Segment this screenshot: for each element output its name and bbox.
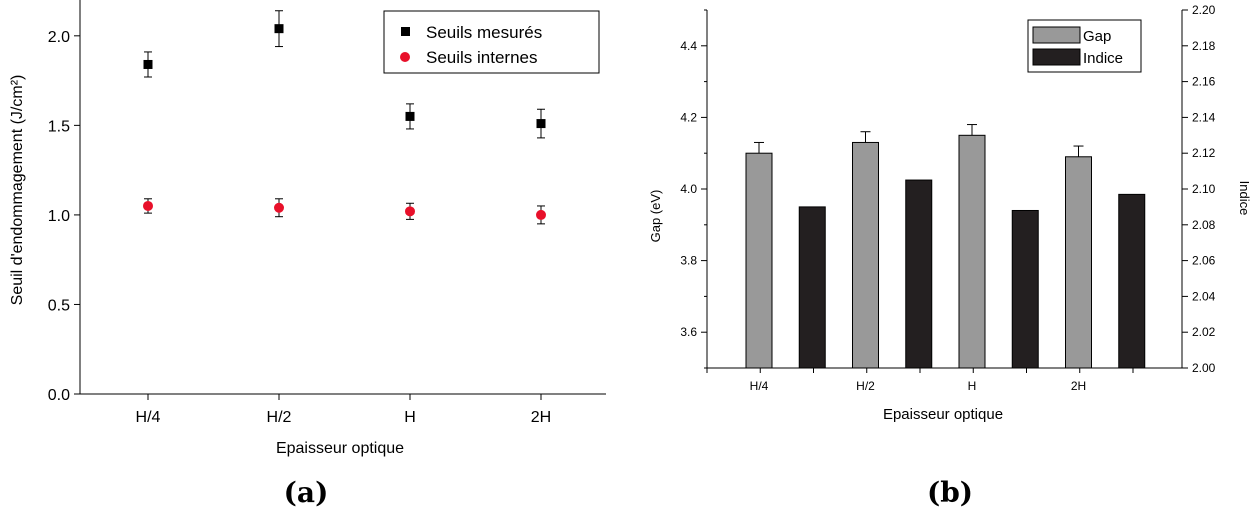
chart-b-y2-axis-label: Indice (1237, 181, 1252, 216)
bar-gap (959, 135, 985, 368)
point-seuils-mesur-s (275, 24, 284, 33)
chart-b: Epaisseur optique Gap (eV) Indice 3.6 3.8… (648, 3, 1252, 423)
chart-b-x-tick-label: 2H (1071, 379, 1086, 393)
point-seuils-internes (405, 206, 415, 216)
caption-a: (a) (284, 476, 329, 509)
chart-b-y2-tick-label: 2.20 (1192, 3, 1216, 17)
chart-a-legend: Seuils mesurés Seuils internes (384, 11, 599, 73)
chart-b-y2-tick-label: 2.12 (1192, 146, 1216, 160)
chart-a-x-tick-label: H (404, 409, 416, 426)
legend-label-seuils-internes: Seuils internes (426, 48, 538, 67)
bar-indice (1012, 210, 1038, 368)
chart-a-x-tick-label: 2H (531, 409, 551, 426)
chart-b-x-tick-label: H/2 (856, 379, 875, 393)
point-seuils-internes (143, 201, 153, 211)
legend-swatch-gap (1033, 27, 1080, 43)
chart-a-x-tick-label: H/2 (267, 409, 292, 426)
legend-swatch-indice (1033, 49, 1080, 65)
chart-b-y-tick-label: 4.4 (680, 39, 697, 53)
legend-label-seuils-mesures: Seuils mesurés (426, 23, 542, 42)
bar-gap (746, 153, 772, 368)
chart-b-x-tick-label: H/4 (750, 379, 769, 393)
chart-b-y-tick-label: 3.6 (680, 325, 697, 339)
chart-b-marks (746, 125, 1145, 368)
chart-b-y2-tick-label: 2.06 (1192, 254, 1216, 268)
chart-a-y-tick-label: 2.0 (48, 29, 70, 46)
chart-b-y2-tick-label: 2.08 (1192, 218, 1216, 232)
chart-b-y2-tick-label: 2.18 (1192, 39, 1216, 53)
bar-indice (906, 180, 932, 368)
point-seuils-mesur-s (537, 119, 546, 128)
chart-a-y-tick-label: 1.0 (48, 208, 70, 225)
bar-indice (1119, 194, 1145, 368)
chart-a-ticks: 0.0 0.5 1.0 1.5 2.0 H/4 H/2 H 2H (48, 29, 551, 426)
chart-a-y-tick-label: 1.5 (48, 118, 70, 135)
chart-b-y2-tick-label: 2.14 (1192, 110, 1216, 124)
chart-b-y2-tick-label: 2.10 (1192, 182, 1216, 196)
point-seuils-internes (274, 203, 284, 213)
point-seuils-mesur-s (144, 60, 153, 69)
chart-b-y2-tick-label: 2.04 (1192, 289, 1216, 303)
chart-a-x-axis-label: Epaisseur optique (276, 440, 404, 457)
chart-b-y-tick-label: 4.2 (680, 110, 697, 124)
legend-marker-seuils-internes (400, 52, 410, 62)
point-seuils-internes (536, 210, 546, 220)
legend-marker-seuils-mesures (401, 27, 410, 36)
chart-b-y2-tick-label: 2.16 (1192, 75, 1216, 89)
legend-label-indice: Indice (1083, 50, 1123, 67)
point-seuils-mesur-s (406, 112, 415, 121)
chart-a: Epaisseur optique Seuil d'endommagement … (9, 0, 606, 457)
chart-b-x-axis-label: Epaisseur optique (883, 406, 1003, 423)
chart-a-x-tick-label: H/4 (136, 409, 161, 426)
chart-b-x-tick-label: H (968, 379, 977, 393)
legend-label-gap: Gap (1083, 28, 1111, 45)
chart-a-y-axis-label: Seuil d'endommagement (J/cm²) (9, 75, 26, 306)
chart-a-y-tick-label: 0.0 (48, 387, 70, 404)
chart-b-y-axis-label: Gap (eV) (648, 190, 663, 243)
chart-b-y2-tick-label: 2.00 (1192, 361, 1216, 375)
bar-gap (853, 142, 879, 368)
chart-b-y2-tick-label: 2.02 (1192, 325, 1216, 339)
chart-b-y-tick-label: 4.0 (680, 182, 697, 196)
chart-a-y-tick-label: 0.5 (48, 297, 70, 314)
caption-b: (b) (927, 476, 973, 509)
chart-b-y-tick-label: 3.8 (680, 254, 697, 268)
bar-gap (1066, 157, 1092, 368)
chart-b-legend: Gap Indice (1028, 20, 1141, 72)
bar-indice (799, 207, 825, 368)
